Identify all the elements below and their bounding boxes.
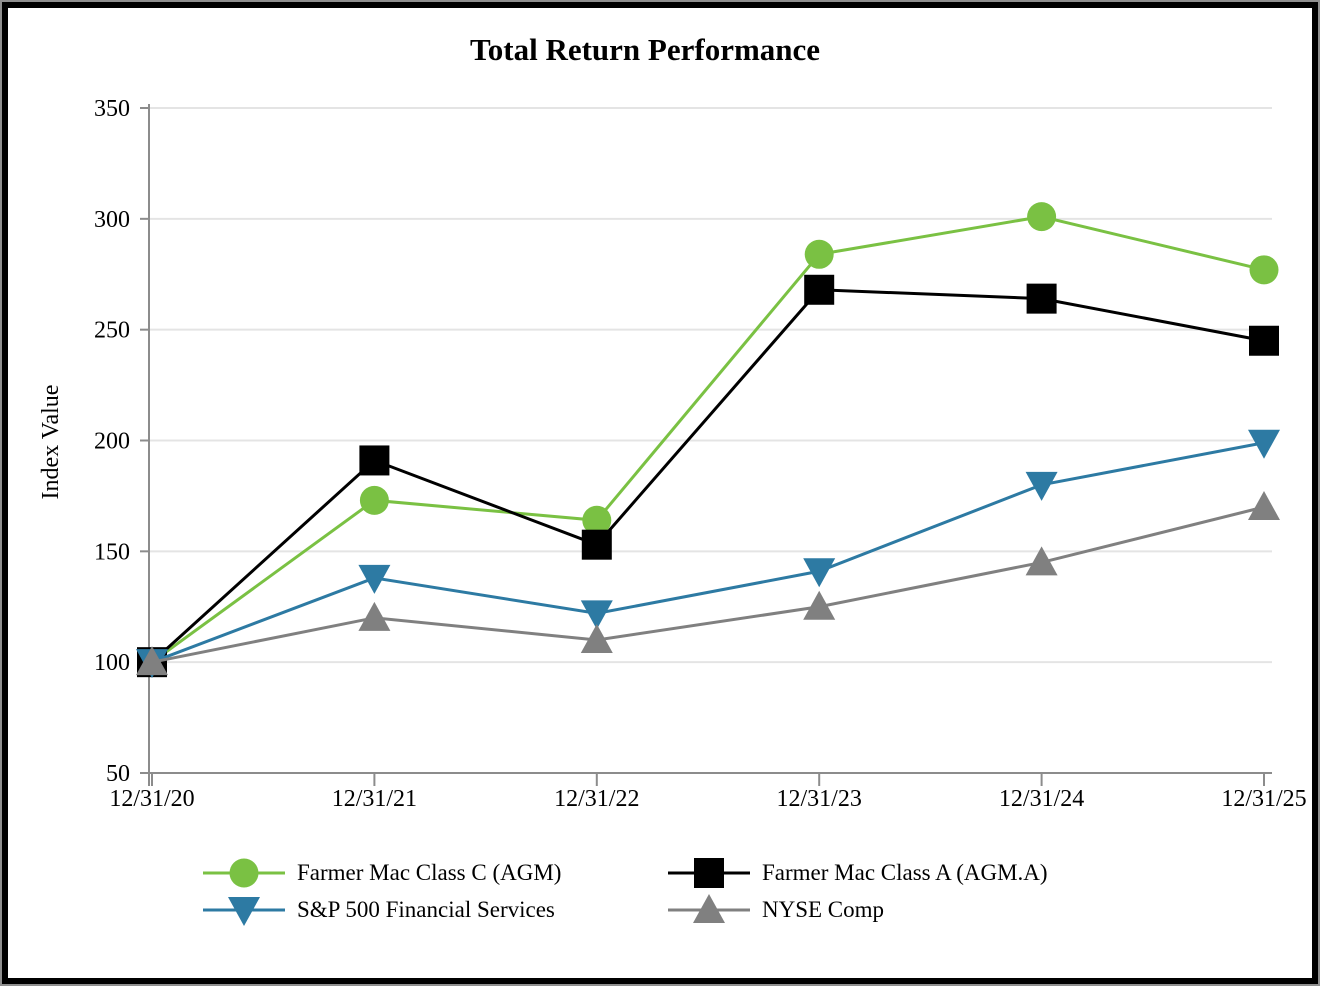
x-tick-label: 12/31/25 <box>1221 786 1306 812</box>
gridlines <box>149 107 1272 664</box>
data-point-marker <box>803 590 836 620</box>
data-point-marker <box>136 646 168 676</box>
data-point-marker <box>359 445 390 476</box>
y-tick-label: 250 <box>94 318 130 344</box>
legend-marker-glyph <box>694 858 724 888</box>
x-tick-label: 12/31/24 <box>999 786 1084 812</box>
data-point-marker <box>1026 283 1057 314</box>
legend-marker-glyph <box>228 897 260 926</box>
series-nyse-comp <box>136 491 1280 676</box>
data-point-marker <box>1025 546 1058 576</box>
x-tick-label: 12/31/23 <box>777 786 862 812</box>
data-point-marker <box>358 564 391 594</box>
data-point-marker <box>359 485 389 515</box>
data-point-marker <box>581 529 612 560</box>
y-tick-label: 300 <box>94 207 130 233</box>
data-point-marker <box>1249 255 1279 285</box>
legend-item-nyse-comp: NYSE Comp <box>668 893 1048 927</box>
legend-label: NYSE Comp <box>762 897 885 922</box>
y-tick-label: 200 <box>94 429 130 455</box>
legend-label: Farmer Mac Class C (AGM) <box>297 860 562 885</box>
data-point-marker <box>1248 429 1280 459</box>
series-line <box>151 441 1265 664</box>
legend-marker-glyph <box>693 894 725 923</box>
legend-item-s-p-500-financial-services: S&P 500 Financial Services <box>203 893 668 927</box>
data-point-marker <box>804 274 835 305</box>
legend-marker-triangle-down-icon <box>203 897 285 926</box>
x-tick-label: 12/31/21 <box>332 786 417 812</box>
legend-label: Farmer Mac Class A (AGM.A) <box>762 860 1048 885</box>
data-point-marker <box>582 505 612 535</box>
y-axis-tick-labels: 50 100 150 200 250 300 350 <box>94 96 130 787</box>
data-point-marker <box>1248 491 1280 520</box>
series-s-p-500-financial-services <box>136 429 1280 679</box>
data-point-marker <box>580 600 613 630</box>
legend-label: S&P 500 Financial Services <box>297 897 555 922</box>
data-point-marker <box>804 239 834 269</box>
legend: Farmer Mac Class C (AGM) Farmer Mac Class… <box>203 856 1048 927</box>
legend-marker-glyph <box>229 858 259 888</box>
x-tick-label: 12/31/20 <box>109 786 194 812</box>
axes <box>140 104 1272 786</box>
chart-title: Total Return Performance <box>469 32 821 67</box>
series-line <box>150 288 1265 664</box>
y-tick-label: 350 <box>94 96 130 122</box>
legend-marker-square-icon <box>668 858 750 888</box>
legend-marker-triangle-up-icon <box>668 894 750 923</box>
series-farmer-mac-class-a-agm-a <box>137 274 1279 678</box>
data-point-marker <box>580 624 613 653</box>
series-line <box>151 215 1265 664</box>
data-point-marker <box>1027 202 1057 232</box>
y-tick-label: 50 <box>106 761 130 787</box>
series-farmer-mac-class-c-agm <box>137 202 1279 677</box>
y-tick-label: 150 <box>94 539 130 565</box>
series-line <box>151 505 1265 664</box>
legend-marker-circle-icon <box>203 858 285 888</box>
data-point-marker <box>358 601 391 631</box>
x-axis-tick-labels: 12/31/20 12/31/21 12/31/22 12/31/23 12/31/24… <box>109 786 1306 812</box>
data-point-marker <box>1025 471 1058 501</box>
data-point-marker <box>803 558 836 588</box>
legend-item-farmer-mac-class-c-agm: Farmer Mac Class C (AGM) <box>203 856 668 890</box>
data-point-marker <box>1249 325 1279 356</box>
y-tick-label: 100 <box>94 650 130 676</box>
legend-item-farmer-mac-class-a-agm-a: Farmer Mac Class A (AGM.A) <box>668 856 1048 890</box>
y-axis-title: Index Value <box>38 385 64 500</box>
x-tick-label: 12/31/22 <box>554 786 639 812</box>
